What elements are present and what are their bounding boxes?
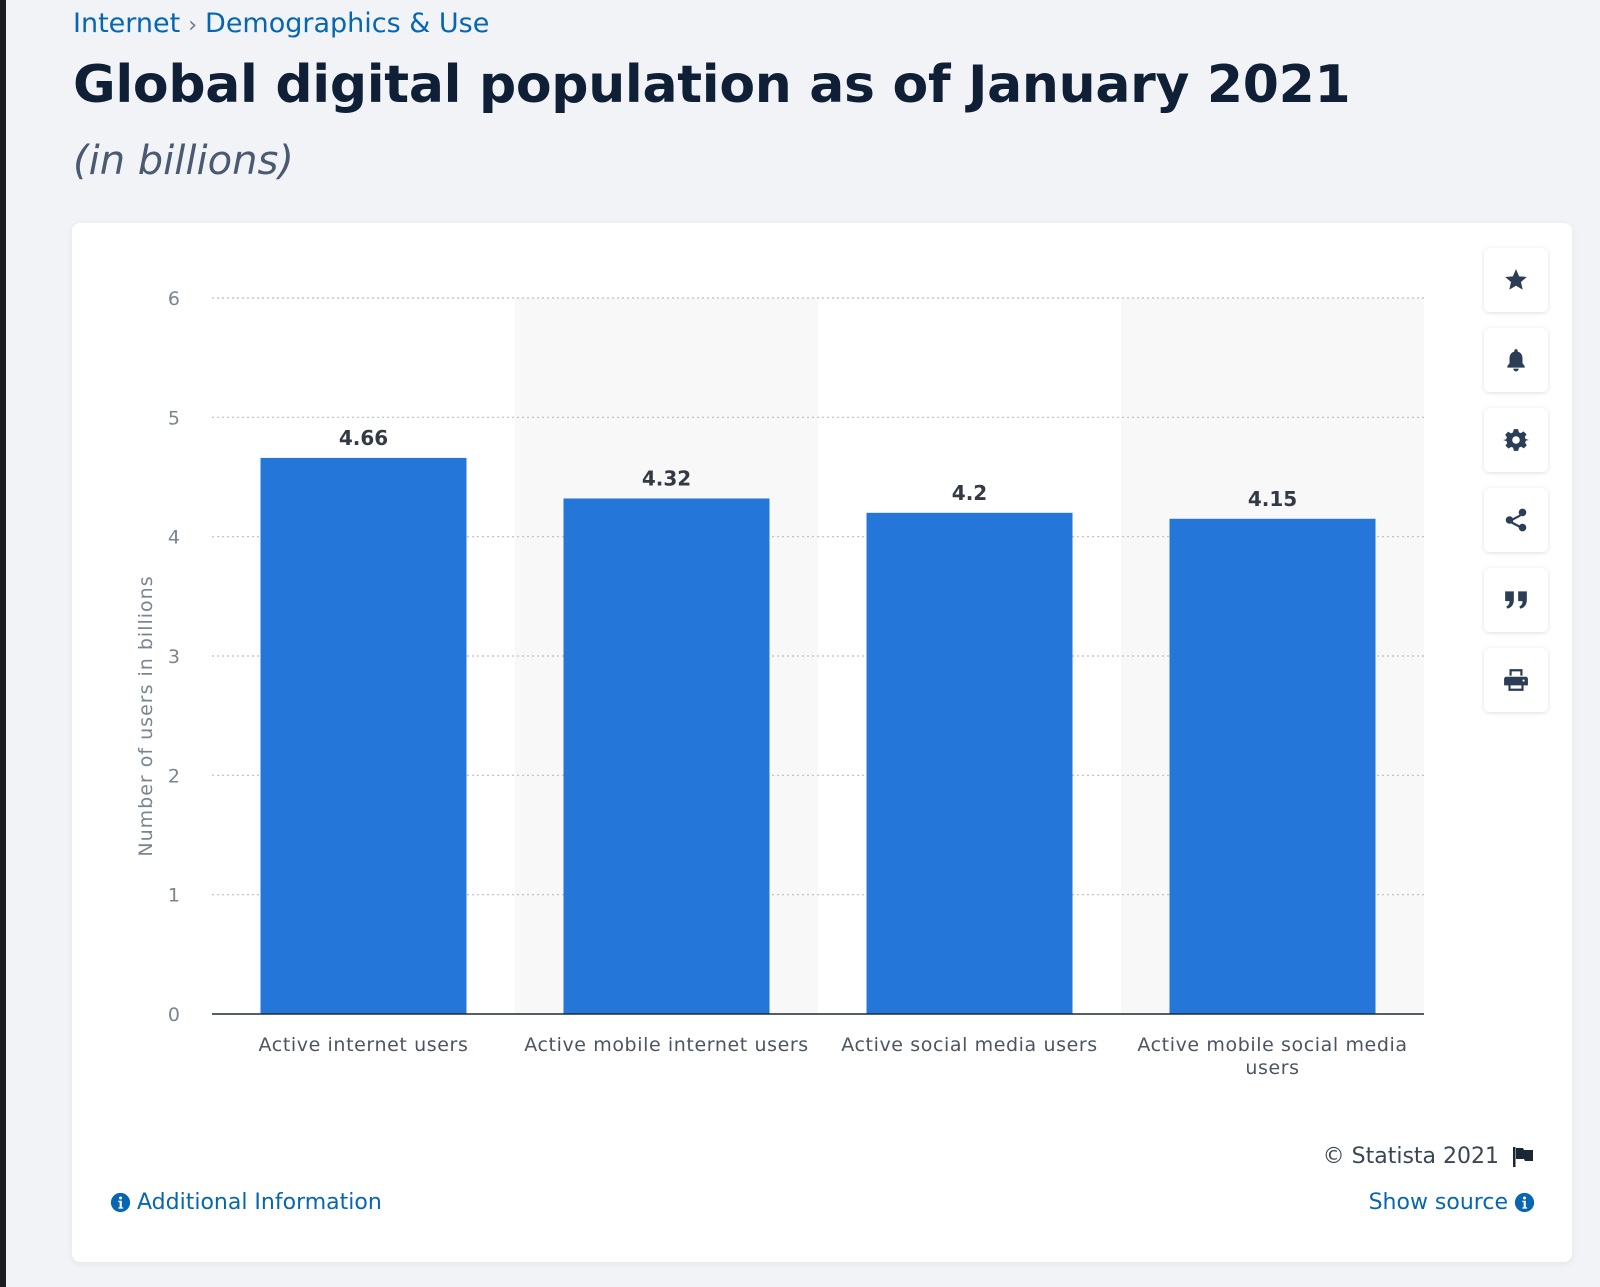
y-axis-title: Number of users in billions <box>135 575 157 856</box>
bar-chart: 0 1 2 3 4 5 6 Number of users in billions 4.66 Ac… <box>135 288 1424 1079</box>
y-tick-label: 3 <box>168 646 180 668</box>
breadcrumb-internet[interactable]: Internet <box>73 8 181 39</box>
breadcrumb-separator: › <box>188 13 198 38</box>
bar <box>260 457 467 1014</box>
x-tick-label: Active mobile internet users <box>524 1034 809 1056</box>
show-source-label: Show source <box>1368 1190 1508 1215</box>
data-label: 4.15 <box>1248 487 1297 511</box>
window-edge <box>0 0 6 1287</box>
copyright: © Statista 2021 <box>1323 1144 1535 1169</box>
y-tick-label: 1 <box>168 885 180 907</box>
breadcrumb: Internet › Demographics & Use <box>73 8 489 39</box>
cite-button[interactable] <box>1484 568 1548 632</box>
additional-information-label: Additional Information <box>137 1190 382 1215</box>
favorite-button[interactable] <box>1484 248 1548 312</box>
x-tick-label: Active internet users <box>259 1034 469 1056</box>
data-label: 4.32 <box>642 466 691 490</box>
info-icon <box>1514 1192 1535 1213</box>
copyright-text: © Statista 2021 <box>1322 1144 1499 1169</box>
bar <box>1169 518 1376 1014</box>
page-subtitle: (in billions) <box>73 138 294 184</box>
y-tick-label: 0 <box>168 1004 180 1026</box>
data-label: 4.2 <box>952 481 987 505</box>
gear-icon <box>1503 429 1529 451</box>
flag-icon[interactable] <box>1511 1145 1535 1169</box>
bar <box>866 512 1073 1014</box>
star-icon <box>1505 269 1527 290</box>
share-button[interactable] <box>1484 488 1548 552</box>
chart-card: 0 1 2 3 4 5 6 Number of users in billions 4.66 Ac… <box>72 223 1572 1262</box>
quote-icon <box>1505 591 1527 609</box>
x-tick-label: Active social media users <box>841 1034 1098 1056</box>
print-icon <box>1504 669 1528 691</box>
y-tick-label: 4 <box>168 527 180 549</box>
y-tick-label: 2 <box>168 765 180 787</box>
settings-button[interactable] <box>1484 408 1548 472</box>
breadcrumb-demographics[interactable]: Demographics & Use <box>205 8 490 39</box>
notification-button[interactable] <box>1484 328 1548 392</box>
info-icon <box>110 1192 131 1213</box>
show-source-link[interactable]: Show source <box>1369 1190 1535 1215</box>
x-tick-label: users <box>1245 1057 1299 1079</box>
y-tick-label: 5 <box>168 407 180 429</box>
x-tick-label: Active mobile social media <box>1137 1034 1407 1056</box>
page-title: Global digital population as of January … <box>73 55 1351 115</box>
y-tick-label: 6 <box>168 288 180 310</box>
bar <box>563 498 770 1015</box>
print-button[interactable] <box>1484 648 1548 712</box>
bell-icon <box>1507 349 1525 372</box>
data-label: 4.66 <box>339 426 388 450</box>
additional-information-link[interactable]: Additional Information <box>110 1190 382 1215</box>
share-icon <box>1505 508 1527 532</box>
